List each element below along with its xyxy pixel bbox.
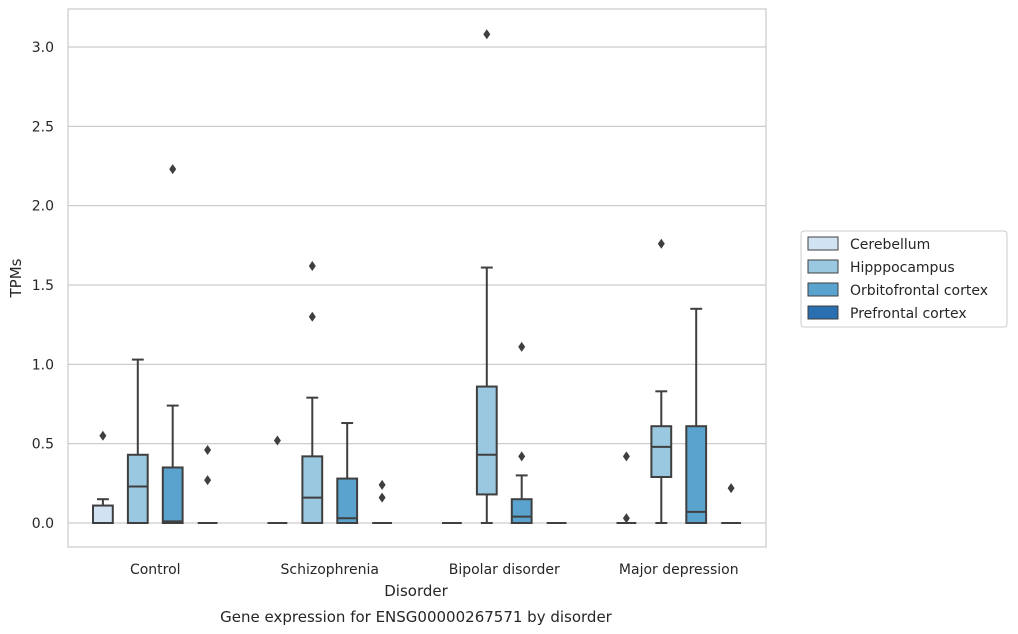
x-tick-label: Major depression bbox=[619, 562, 739, 578]
outlier-point bbox=[378, 479, 386, 490]
legend-swatch bbox=[807, 259, 839, 274]
x-tick-label: Schizophrenia bbox=[281, 562, 379, 578]
outlier-point bbox=[378, 492, 386, 503]
outlier-point bbox=[273, 435, 281, 446]
box bbox=[161, 164, 184, 525]
plot-frame bbox=[67, 8, 767, 548]
outlier-point bbox=[99, 430, 107, 441]
outlier-point bbox=[483, 29, 491, 40]
x-tick-label: Bipolar disorder bbox=[449, 562, 560, 578]
box-iqr bbox=[92, 504, 114, 524]
y-tick-label: 3.0 bbox=[32, 40, 54, 56]
legend-item: Cerebellum bbox=[807, 236, 930, 253]
legend: Cerebellum Hipppocampus Orbitofrontal cort… bbox=[800, 230, 1008, 328]
y-axis-title: TPMs bbox=[7, 258, 25, 298]
y-tick-label: 0.0 bbox=[32, 516, 54, 532]
box bbox=[267, 435, 288, 524]
legend-label: Prefrontal cortex bbox=[850, 306, 967, 322]
box-iqr bbox=[685, 425, 708, 525]
outlier-point bbox=[308, 260, 316, 271]
x-tick-label: Control bbox=[130, 562, 181, 578]
y-tick-label: 1.5 bbox=[32, 278, 54, 294]
y-tick-label: 0.5 bbox=[32, 437, 54, 453]
y-tick-labels: 0.0 0.5 1.0 1.5 2.0 2.5 3.0 bbox=[32, 40, 54, 532]
x-axis-title: Disorder bbox=[384, 582, 448, 600]
chart-caption: Gene expression for ENSG00000267571 by d… bbox=[220, 608, 613, 626]
legend-item: Orbitofrontal cortex bbox=[807, 282, 988, 299]
y-tick-label: 2.5 bbox=[32, 119, 54, 135]
box-iqr bbox=[161, 466, 184, 525]
outlier-point bbox=[204, 445, 212, 456]
y-tick-label: 1.0 bbox=[32, 357, 54, 373]
box-series bbox=[92, 29, 741, 525]
legend-item: Hipppocampus bbox=[807, 259, 955, 276]
box-iqr bbox=[510, 498, 533, 525]
box-iqr bbox=[126, 453, 149, 525]
outlier-point bbox=[169, 164, 177, 175]
box bbox=[685, 307, 708, 525]
box bbox=[510, 341, 533, 525]
series-0 bbox=[92, 430, 637, 524]
series-3 bbox=[197, 445, 741, 524]
outlier-point bbox=[622, 451, 630, 462]
legend-swatch bbox=[807, 282, 839, 297]
box bbox=[92, 430, 114, 524]
box bbox=[372, 479, 392, 524]
outlier-point bbox=[727, 483, 735, 494]
grid-lines bbox=[68, 46, 766, 524]
outlier-point bbox=[518, 341, 526, 352]
box bbox=[197, 445, 218, 524]
box-iqr bbox=[301, 455, 324, 524]
legend-item: Prefrontal cortex bbox=[807, 305, 967, 322]
box-iqr bbox=[475, 385, 498, 496]
outlier-point bbox=[657, 238, 665, 249]
box bbox=[650, 238, 673, 524]
y-tick-label: 2.0 bbox=[32, 199, 54, 215]
legend-label: Hipppocampus bbox=[850, 260, 955, 276]
legend-swatch bbox=[807, 236, 839, 251]
series-2 bbox=[161, 164, 708, 525]
legend-label: Orbitofrontal cortex bbox=[850, 283, 988, 299]
box bbox=[126, 358, 149, 525]
box bbox=[475, 29, 498, 524]
series-1 bbox=[126, 29, 673, 525]
legend-swatch bbox=[807, 305, 839, 320]
box bbox=[301, 260, 324, 524]
x-tick-labels: Control Schizophrenia Bipolar disorder Majo… bbox=[130, 562, 739, 578]
outlier-point bbox=[622, 513, 630, 524]
box-iqr bbox=[650, 425, 673, 478]
legend-label: Cerebellum bbox=[850, 237, 930, 253]
outlier-point bbox=[204, 475, 212, 486]
box bbox=[616, 451, 637, 524]
legend-frame bbox=[800, 230, 1008, 328]
outlier-point bbox=[308, 311, 316, 322]
box bbox=[721, 483, 741, 524]
box bbox=[336, 422, 359, 524]
outlier-point bbox=[518, 451, 526, 462]
box-iqr bbox=[336, 477, 359, 524]
